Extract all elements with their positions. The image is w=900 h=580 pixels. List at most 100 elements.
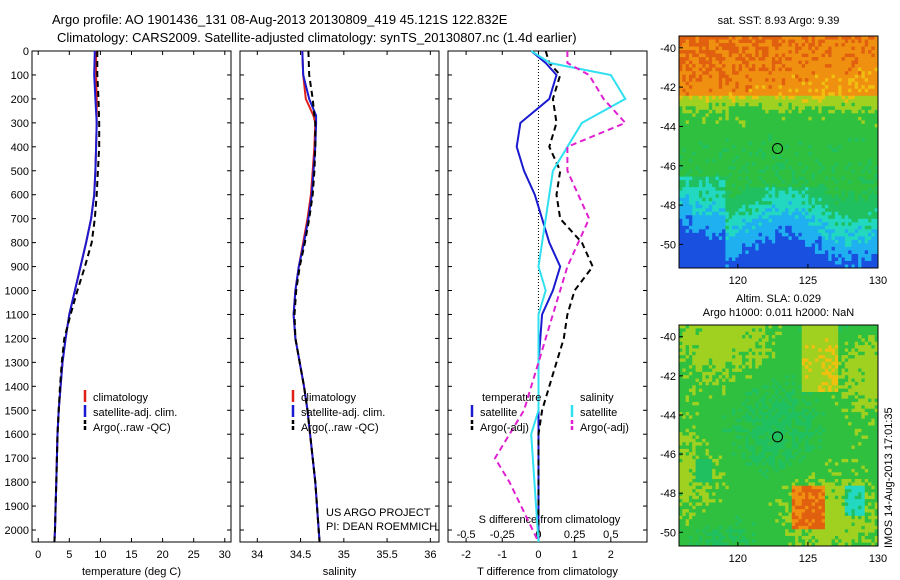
sst-map-cell bbox=[831, 74, 836, 79]
sst-map-cell bbox=[864, 204, 869, 209]
sst-map-cell bbox=[679, 187, 683, 192]
sst-map-cell bbox=[821, 46, 826, 51]
sst-map-cell bbox=[698, 204, 703, 209]
sla-map-cell bbox=[702, 338, 706, 343]
sst-map-cell bbox=[758, 81, 763, 86]
sst-map-cell bbox=[682, 137, 687, 142]
sst-map-cell bbox=[732, 166, 736, 170]
sst-map-cell bbox=[728, 260, 733, 265]
sst-map-cell bbox=[824, 43, 829, 47]
sst-map-cell bbox=[758, 120, 763, 125]
sst-map-cell bbox=[692, 176, 696, 181]
sst-map-cell bbox=[801, 243, 806, 248]
sst-map-cell bbox=[682, 134, 687, 139]
sst-map-cell bbox=[761, 123, 766, 128]
sst-map-cell bbox=[791, 64, 796, 69]
sst-map-cell bbox=[725, 257, 730, 262]
sst-map-cell bbox=[712, 127, 716, 132]
sst-map-cell bbox=[838, 222, 842, 227]
sst-map-cell bbox=[732, 155, 736, 160]
sst-map-cell bbox=[801, 215, 806, 220]
sla-map-cell bbox=[844, 345, 849, 349]
sst-map-cell bbox=[831, 204, 836, 209]
sst-map-cell bbox=[698, 74, 703, 79]
sst-map-cell bbox=[811, 257, 816, 262]
sst-map-cell bbox=[761, 74, 766, 79]
sst-map-cell bbox=[791, 148, 796, 153]
sst-map-cell bbox=[732, 208, 736, 213]
sst-map-cell bbox=[805, 50, 809, 54]
sla-map-cell bbox=[715, 325, 720, 329]
sla-map-cell bbox=[874, 341, 879, 346]
sst-map-cell bbox=[722, 155, 726, 160]
sst-map-cell bbox=[728, 148, 733, 153]
sst-map-cell bbox=[715, 201, 720, 206]
sst-map-cell bbox=[745, 64, 750, 69]
sst-map-cell bbox=[698, 144, 703, 149]
sst-map-cell bbox=[718, 130, 723, 135]
sst-map-cell bbox=[841, 39, 846, 44]
sst-map-cell bbox=[858, 134, 862, 139]
sst-map-cell bbox=[821, 183, 826, 188]
sst-map-cell bbox=[818, 141, 823, 146]
sst-map-cell bbox=[702, 50, 706, 54]
sst-map-cell bbox=[715, 257, 720, 262]
sst-map-cell bbox=[728, 187, 733, 192]
sst-map-cell bbox=[728, 218, 733, 223]
sla-map-cell bbox=[781, 355, 786, 359]
sst-map-cell bbox=[851, 229, 856, 234]
sst-map-cell bbox=[864, 243, 869, 248]
sst-map-cell bbox=[858, 127, 862, 132]
sst-map-cell bbox=[795, 250, 799, 255]
sst-map-cell bbox=[708, 99, 713, 104]
sst-map-frame bbox=[678, 35, 879, 269]
sst-map-cell bbox=[761, 246, 766, 251]
sst-map-cell bbox=[768, 225, 773, 230]
sst-map-cell bbox=[844, 148, 849, 153]
sst-map-cell bbox=[831, 64, 836, 69]
sst-map-cell bbox=[808, 260, 813, 265]
sst-map-cell bbox=[735, 60, 740, 65]
sst-map-cell bbox=[791, 130, 796, 135]
sst-map-cell bbox=[821, 123, 826, 128]
sla-map-cell bbox=[718, 331, 723, 336]
sst-map-cell bbox=[851, 246, 856, 251]
sst-map-cell bbox=[712, 190, 716, 195]
sst-map-cell bbox=[695, 194, 700, 199]
sst-map-cell bbox=[778, 166, 783, 170]
sst-map-cell bbox=[854, 134, 859, 139]
sst-map-cell bbox=[874, 169, 879, 174]
sst-map-cell bbox=[718, 201, 723, 206]
sst-map-cell bbox=[682, 106, 687, 111]
sst-map-cell bbox=[745, 102, 750, 107]
sst-map-cell bbox=[861, 60, 866, 65]
sla-map-cell bbox=[685, 335, 690, 339]
sla-map-cell bbox=[831, 335, 836, 339]
sst-map-cell bbox=[781, 218, 786, 223]
sst-map-cell bbox=[795, 50, 799, 54]
sst-map-cell bbox=[811, 116, 816, 121]
sst-map-cell bbox=[838, 144, 842, 149]
difference-axes-box bbox=[447, 50, 648, 543]
sst-map-cell bbox=[725, 243, 730, 248]
sla-map-cell bbox=[738, 341, 743, 346]
sst-map-cell bbox=[685, 85, 690, 90]
sst-map-cell bbox=[851, 173, 856, 178]
sst-map-cell bbox=[722, 53, 726, 58]
sst-map-cell bbox=[755, 113, 759, 118]
sst-map-cell bbox=[732, 148, 736, 153]
sst-map-cell bbox=[831, 78, 836, 83]
sla-map-cell bbox=[771, 338, 776, 343]
sla-map-cell bbox=[725, 338, 730, 343]
sst-map-cell bbox=[755, 173, 759, 178]
sst-map-cell bbox=[811, 43, 816, 47]
sst-map-cell bbox=[712, 113, 716, 118]
sst-map-cell bbox=[861, 253, 866, 258]
sla-map-cell bbox=[795, 361, 799, 366]
sst-map-cell bbox=[828, 197, 832, 202]
sla-map-cell bbox=[818, 325, 823, 329]
sst-map-cell bbox=[824, 173, 829, 178]
sst-map-cell bbox=[821, 148, 826, 153]
sst-map-cell bbox=[688, 218, 693, 223]
sst-map-cell bbox=[795, 166, 799, 170]
